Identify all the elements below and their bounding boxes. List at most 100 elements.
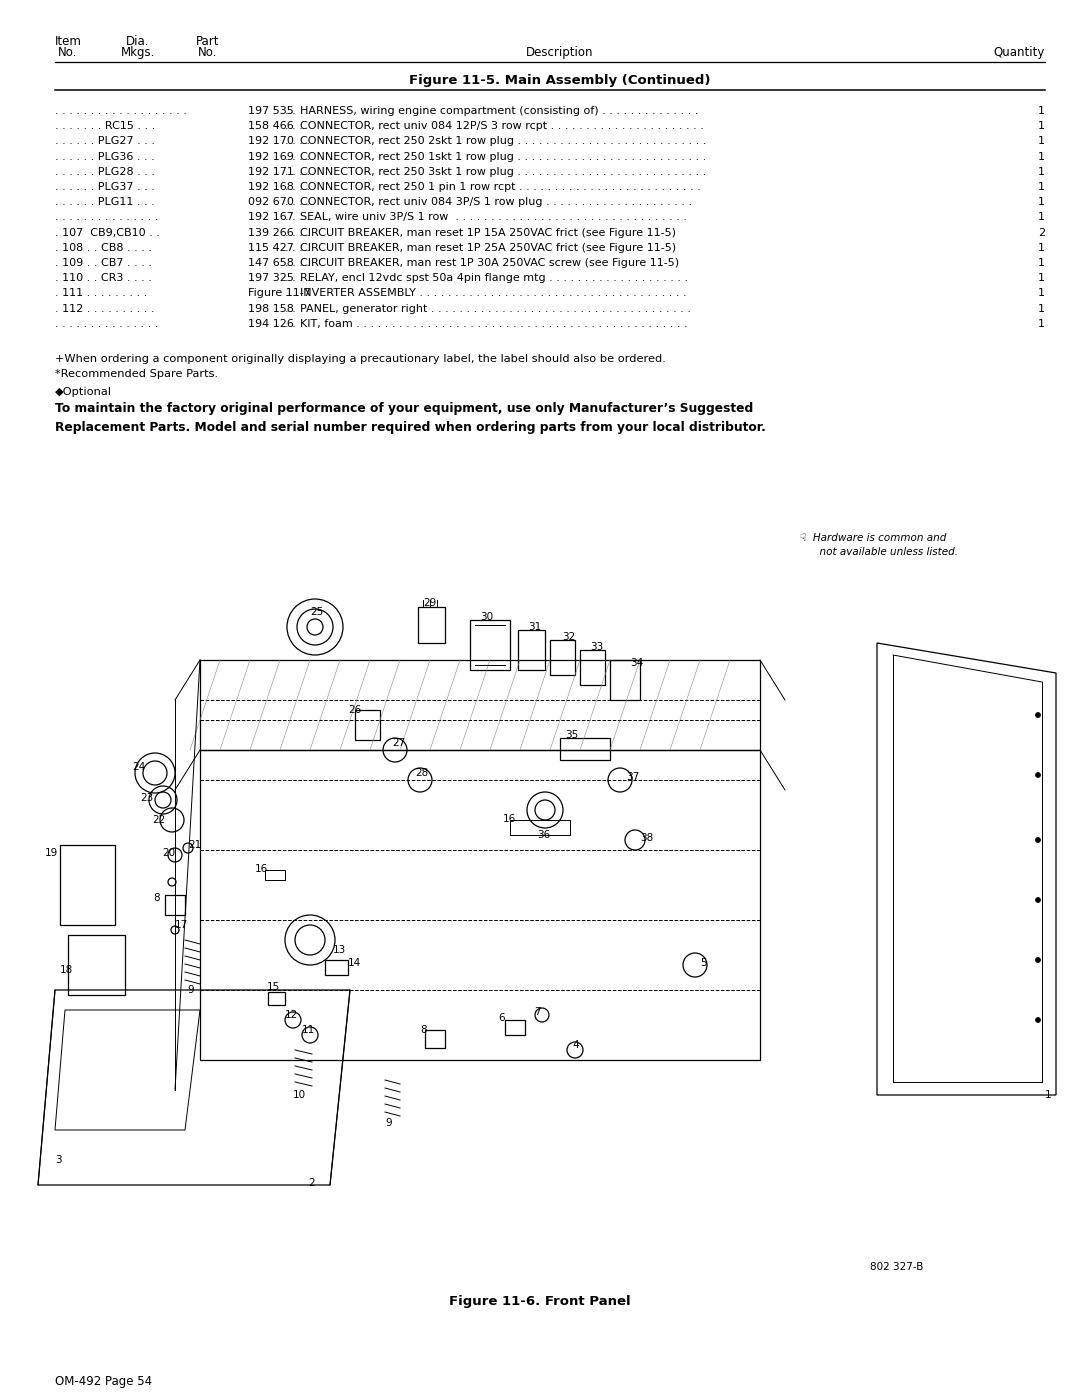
Text: 38: 38: [640, 833, 653, 842]
Text: 5: 5: [700, 958, 706, 968]
Circle shape: [1036, 957, 1040, 963]
Text: 33: 33: [590, 643, 604, 652]
Text: . . . .: . . . .: [285, 212, 310, 222]
Text: 1: 1: [1038, 274, 1045, 284]
Text: CONNECTOR, rect univ 084 3P/S 1 row plug . . . . . . . . . . . . . . . . . . . .: CONNECTOR, rect univ 084 3P/S 1 row plug…: [300, 197, 692, 207]
Text: +When ordering a component originally displaying a precautionary label, the labe: +When ordering a component originally di…: [55, 353, 666, 365]
Text: 1: 1: [1038, 106, 1045, 116]
Text: 30: 30: [480, 612, 494, 622]
Text: OM-492 Page 54: OM-492 Page 54: [55, 1375, 152, 1389]
Text: ◆Optional: ◆Optional: [55, 387, 112, 397]
Text: 27: 27: [392, 738, 405, 747]
Text: 34: 34: [630, 658, 644, 668]
Text: 9: 9: [187, 985, 193, 995]
Text: Part: Part: [197, 35, 219, 47]
Text: *Recommended Spare Parts.: *Recommended Spare Parts.: [55, 369, 218, 379]
Text: INVERTER ASSEMBLY . . . . . . . . . . . . . . . . . . . . . . . . . . . . . . . : INVERTER ASSEMBLY . . . . . . . . . . . …: [300, 288, 687, 299]
Text: . .: . .: [285, 303, 296, 313]
Text: 1: 1: [1038, 319, 1045, 328]
Text: 17: 17: [175, 921, 188, 930]
Text: 8: 8: [420, 1025, 427, 1035]
Text: . .: . .: [285, 319, 296, 328]
Text: 1: 1: [1038, 137, 1045, 147]
Text: PANEL, generator right . . . . . . . . . . . . . . . . . . . . . . . . . . . . .: PANEL, generator right . . . . . . . . .…: [300, 303, 691, 313]
Text: 2: 2: [308, 1178, 314, 1187]
Text: CONNECTOR, rect 250 1 pin 1 row rcpt . . . . . . . . . . . . . . . . . . . . . .: CONNECTOR, rect 250 1 pin 1 row rcpt . .…: [300, 182, 701, 191]
Text: not available unless listed.: not available unless listed.: [800, 548, 958, 557]
Text: . . . .: . . . .: [285, 166, 310, 177]
Text: No.: No.: [58, 46, 78, 59]
Text: KIT, foam . . . . . . . . . . . . . . . . . . . . . . . . . . . . . . . . . . . : KIT, foam . . . . . . . . . . . . . . . …: [300, 319, 688, 328]
Text: 31: 31: [528, 622, 541, 631]
Text: 092 670: 092 670: [248, 197, 294, 207]
Text: 139 266: 139 266: [248, 228, 294, 237]
Text: . 108 . . CB8 . . . .: . 108 . . CB8 . . . .: [55, 243, 152, 253]
Text: 192 167: 192 167: [248, 212, 294, 222]
Text: Item: Item: [55, 35, 81, 47]
Circle shape: [1036, 897, 1040, 902]
Text: 32: 32: [562, 631, 576, 643]
Text: CIRCUIT BREAKER, man rest 1P 30A 250VAC screw (see Figure 11-5): CIRCUIT BREAKER, man rest 1P 30A 250VAC …: [300, 258, 679, 268]
Text: 802 327-B: 802 327-B: [870, 1261, 923, 1273]
Text: CIRCUIT BREAKER, man reset 1P 25A 250VAC frict (see Figure 11-5): CIRCUIT BREAKER, man reset 1P 25A 250VAC…: [300, 243, 676, 253]
Text: 1: 1: [1038, 288, 1045, 299]
Text: 192 168: 192 168: [248, 182, 294, 191]
Text: 192 169: 192 169: [248, 152, 294, 162]
Text: . . .: . . .: [285, 122, 302, 131]
Text: HARNESS, wiring engine compartment (consisting of) . . . . . . . . . . . . . .: HARNESS, wiring engine compartment (cons…: [300, 106, 699, 116]
Text: 12: 12: [285, 1010, 298, 1020]
Text: 192 170: 192 170: [248, 137, 294, 147]
Text: . . . .: . . . .: [285, 274, 310, 284]
Text: RELAY, encl 12vdc spst 50a 4pin flange mtg . . . . . . . . . . . . . . . . . . .: RELAY, encl 12vdc spst 50a 4pin flange m…: [300, 274, 688, 284]
Text: 1: 1: [1038, 197, 1045, 207]
Text: . . . . . . PLG11 . . .: . . . . . . PLG11 . . .: [55, 197, 154, 207]
Text: 158 466: 158 466: [248, 122, 294, 131]
Text: No.: No.: [199, 46, 218, 59]
Text: . . . .: . . . .: [285, 228, 310, 237]
Text: Figure 11-7: Figure 11-7: [248, 288, 311, 299]
Text: To maintain the factory original performance of your equipment, use only Manufac: To maintain the factory original perform…: [55, 402, 766, 433]
Text: 198 158: 198 158: [248, 303, 294, 313]
Text: 20: 20: [162, 848, 175, 858]
Text: 37: 37: [626, 773, 639, 782]
Text: 1: 1: [1038, 212, 1045, 222]
Text: . . . . . . . . . . . . . . .: . . . . . . . . . . . . . . .: [55, 212, 159, 222]
Text: . . . . . . PLG36 . . .: . . . . . . PLG36 . . .: [55, 152, 154, 162]
Text: 13: 13: [333, 944, 347, 956]
Text: . . . .: . . . .: [285, 182, 310, 191]
Text: 10: 10: [293, 1090, 306, 1099]
Text: 1: 1: [1045, 1090, 1052, 1099]
Text: 28: 28: [415, 768, 429, 778]
Text: 19: 19: [45, 848, 58, 858]
Text: 36: 36: [537, 830, 550, 840]
Text: . . . . . . PLG28 . . .: . . . . . . PLG28 . . .: [55, 166, 156, 177]
Text: Dia.: Dia.: [126, 35, 150, 47]
Text: 194 126: 194 126: [248, 319, 294, 328]
Text: 197 325: 197 325: [248, 274, 294, 284]
Text: 14: 14: [348, 958, 361, 968]
Text: ☟  Hardware is common and: ☟ Hardware is common and: [800, 534, 946, 543]
Text: CONNECTOR, rect 250 1skt 1 row plug . . . . . . . . . . . . . . . . . . . . . . : CONNECTOR, rect 250 1skt 1 row plug . . …: [300, 152, 706, 162]
Text: 3: 3: [55, 1155, 62, 1165]
Text: . . . . . . PLG37 . . .: . . . . . . PLG37 . . .: [55, 182, 154, 191]
Circle shape: [1036, 837, 1040, 842]
Text: 24: 24: [132, 761, 145, 773]
Text: . . . .: . . . .: [285, 197, 310, 207]
Text: . . . .: . . . .: [285, 243, 310, 253]
Text: . 109 . . CB7 . . . .: . 109 . . CB7 . . . .: [55, 258, 152, 268]
Text: 115 427: 115 427: [248, 243, 294, 253]
Text: 1: 1: [1038, 258, 1045, 268]
Text: CIRCUIT BREAKER, man reset 1P 15A 250VAC frict (see Figure 11-5): CIRCUIT BREAKER, man reset 1P 15A 250VAC…: [300, 228, 676, 237]
Text: CONNECTOR, rect univ 084 12P/S 3 row rcpt . . . . . . . . . . . . . . . . . . . : CONNECTOR, rect univ 084 12P/S 3 row rcp…: [300, 122, 704, 131]
Text: 16: 16: [255, 863, 268, 875]
Text: . .: . .: [285, 288, 296, 299]
Text: . . . .: . . . .: [285, 152, 310, 162]
Text: . .: . .: [285, 106, 296, 116]
Circle shape: [1036, 712, 1040, 718]
Text: Quantity: Quantity: [994, 46, 1045, 59]
Text: 8: 8: [153, 893, 160, 902]
Text: SEAL, wire univ 3P/S 1 row  . . . . . . . . . . . . . . . . . . . . . . . . . . : SEAL, wire univ 3P/S 1 row . . . . . . .…: [300, 212, 687, 222]
Text: 1: 1: [1038, 243, 1045, 253]
Text: 26: 26: [348, 705, 361, 715]
Text: 1: 1: [1038, 182, 1045, 191]
